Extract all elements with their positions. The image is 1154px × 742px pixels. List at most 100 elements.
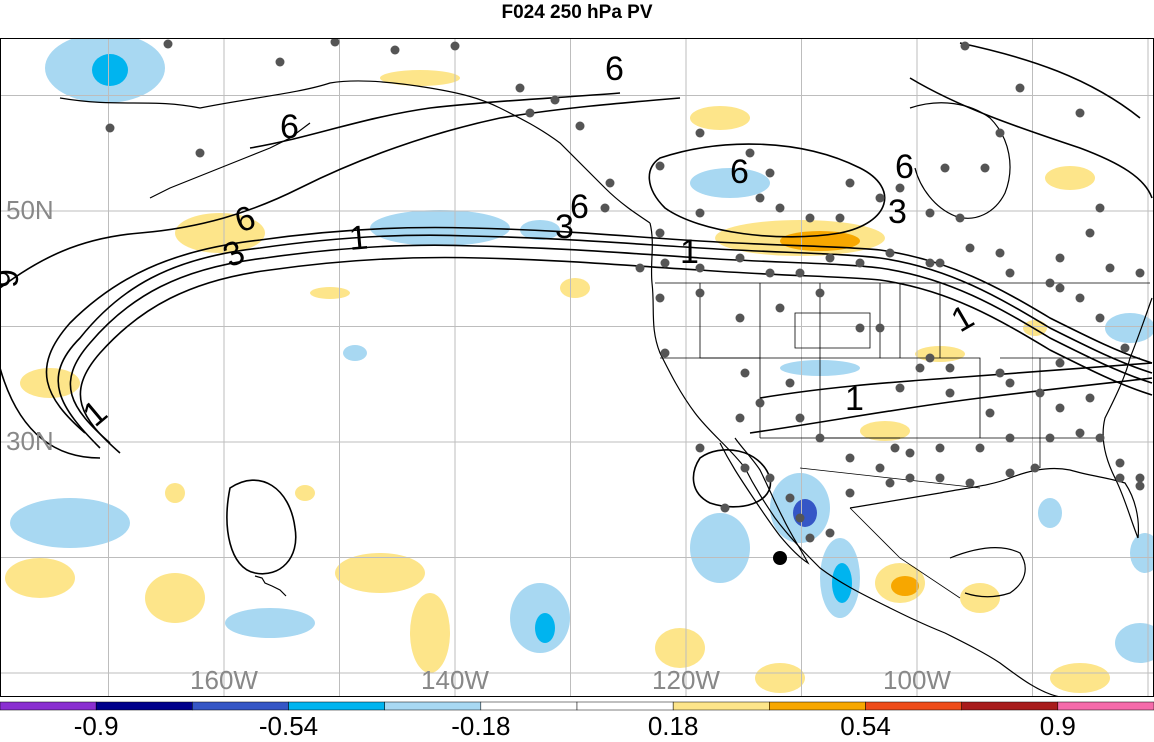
station-dot	[655, 228, 665, 238]
station-dot	[835, 213, 845, 223]
station-dot	[1075, 428, 1085, 438]
lon-label: 100W	[883, 665, 951, 695]
station-dot	[825, 253, 835, 263]
station-dot	[885, 478, 895, 488]
station-dot	[975, 443, 985, 453]
colorbar-bin	[384, 701, 482, 711]
pv-shade	[295, 485, 315, 501]
contour-west-outer	[0, 367, 101, 459]
station-dot	[855, 258, 865, 268]
station-dot	[875, 323, 885, 333]
station-dot	[745, 148, 755, 158]
pv-shade	[1105, 313, 1154, 343]
station-dot	[1055, 283, 1065, 293]
station-dot	[695, 128, 705, 138]
station-dot	[905, 473, 915, 483]
colorbar-bin	[576, 701, 674, 711]
pv-shade	[410, 593, 450, 673]
colorbar-bin	[865, 701, 962, 711]
station-dot	[985, 408, 995, 418]
contour-label: 9	[0, 269, 26, 288]
station-dot	[795, 268, 805, 278]
colorbar-tick-label: -0.9	[73, 711, 119, 741]
pv-shade	[1045, 166, 1095, 190]
lat-labels: 50N 30N	[6, 195, 54, 456]
contour-ne-ring2	[959, 42, 1141, 119]
alaska-coast	[59, 80, 651, 224]
colorbar-tick-label: 0.18	[647, 711, 699, 741]
contour-west-ring	[0, 97, 681, 289]
station-dot	[995, 368, 1005, 378]
lon-label: 120W	[652, 665, 720, 695]
contour-jet-2	[45, 226, 1153, 434]
contour-subtrop	[759, 362, 1153, 399]
station-dot	[925, 258, 935, 268]
pv-shade	[690, 168, 770, 198]
station-dot	[825, 528, 835, 538]
station-dot	[1115, 458, 1125, 468]
station-dot	[1005, 268, 1015, 278]
pv-shade	[891, 576, 919, 596]
contour-ne-ring	[909, 77, 1153, 199]
contour-label: 1	[845, 380, 864, 418]
contour-label: 3	[888, 193, 907, 231]
baja-california	[719, 437, 810, 565]
station-dot	[1095, 203, 1105, 213]
pv-shade	[960, 583, 1000, 613]
station-dot	[1115, 473, 1125, 483]
contour-canada-oval	[648, 143, 886, 238]
colorbar-bin	[672, 701, 770, 711]
coastlines	[59, 80, 1153, 697]
lat-label: 50N	[6, 195, 54, 225]
colorbar-tick-label: -0.18	[451, 711, 511, 741]
station-dot	[875, 463, 885, 473]
pv-shade	[225, 608, 315, 638]
colorbar-bin	[1057, 701, 1154, 711]
lon-label: 140W	[421, 665, 489, 695]
station-dot	[845, 453, 855, 463]
station-dot	[655, 293, 665, 303]
station-dot	[875, 193, 885, 203]
east-coast	[1102, 297, 1153, 539]
station-dot	[1135, 268, 1145, 278]
pv-shade	[10, 498, 130, 548]
station-dot	[980, 163, 990, 173]
station-dot	[765, 168, 775, 178]
pv-shade	[20, 368, 80, 398]
station-dot	[1005, 433, 1015, 443]
pv-shade	[310, 287, 350, 299]
station-dot	[935, 258, 945, 268]
station-dot	[965, 243, 975, 253]
contour-label: 6	[895, 148, 914, 186]
station-dot	[755, 193, 765, 203]
pv-shade	[690, 513, 750, 583]
station-dot	[735, 253, 745, 263]
station-dot	[660, 348, 670, 358]
colorbar-bin	[192, 701, 289, 711]
pv-shade	[1050, 663, 1110, 693]
hudson-bay	[909, 102, 1011, 219]
map-title: F024 250 hPa PV	[501, 2, 653, 23]
station-dot	[1055, 358, 1065, 368]
station-dot	[1045, 433, 1055, 443]
station-dot	[805, 213, 815, 223]
pv-contours	[0, 42, 1153, 575]
station-dot	[1005, 378, 1015, 388]
pv-shade	[1130, 533, 1154, 573]
station-dot	[895, 383, 905, 393]
station-dot	[695, 208, 705, 218]
contour-label: 3	[555, 208, 574, 246]
station-dot	[1105, 263, 1115, 273]
station-dot	[515, 83, 525, 93]
pv-shade	[335, 553, 425, 593]
station-dot	[775, 303, 785, 313]
station-dot	[525, 108, 535, 118]
station-dot	[275, 57, 285, 67]
station-dot	[1005, 468, 1015, 478]
station-dot	[655, 161, 665, 171]
station-dot	[1030, 463, 1040, 473]
station-dot	[735, 313, 745, 323]
station-dot	[720, 503, 730, 513]
pv-shade	[755, 663, 805, 693]
station-dot	[550, 95, 560, 105]
